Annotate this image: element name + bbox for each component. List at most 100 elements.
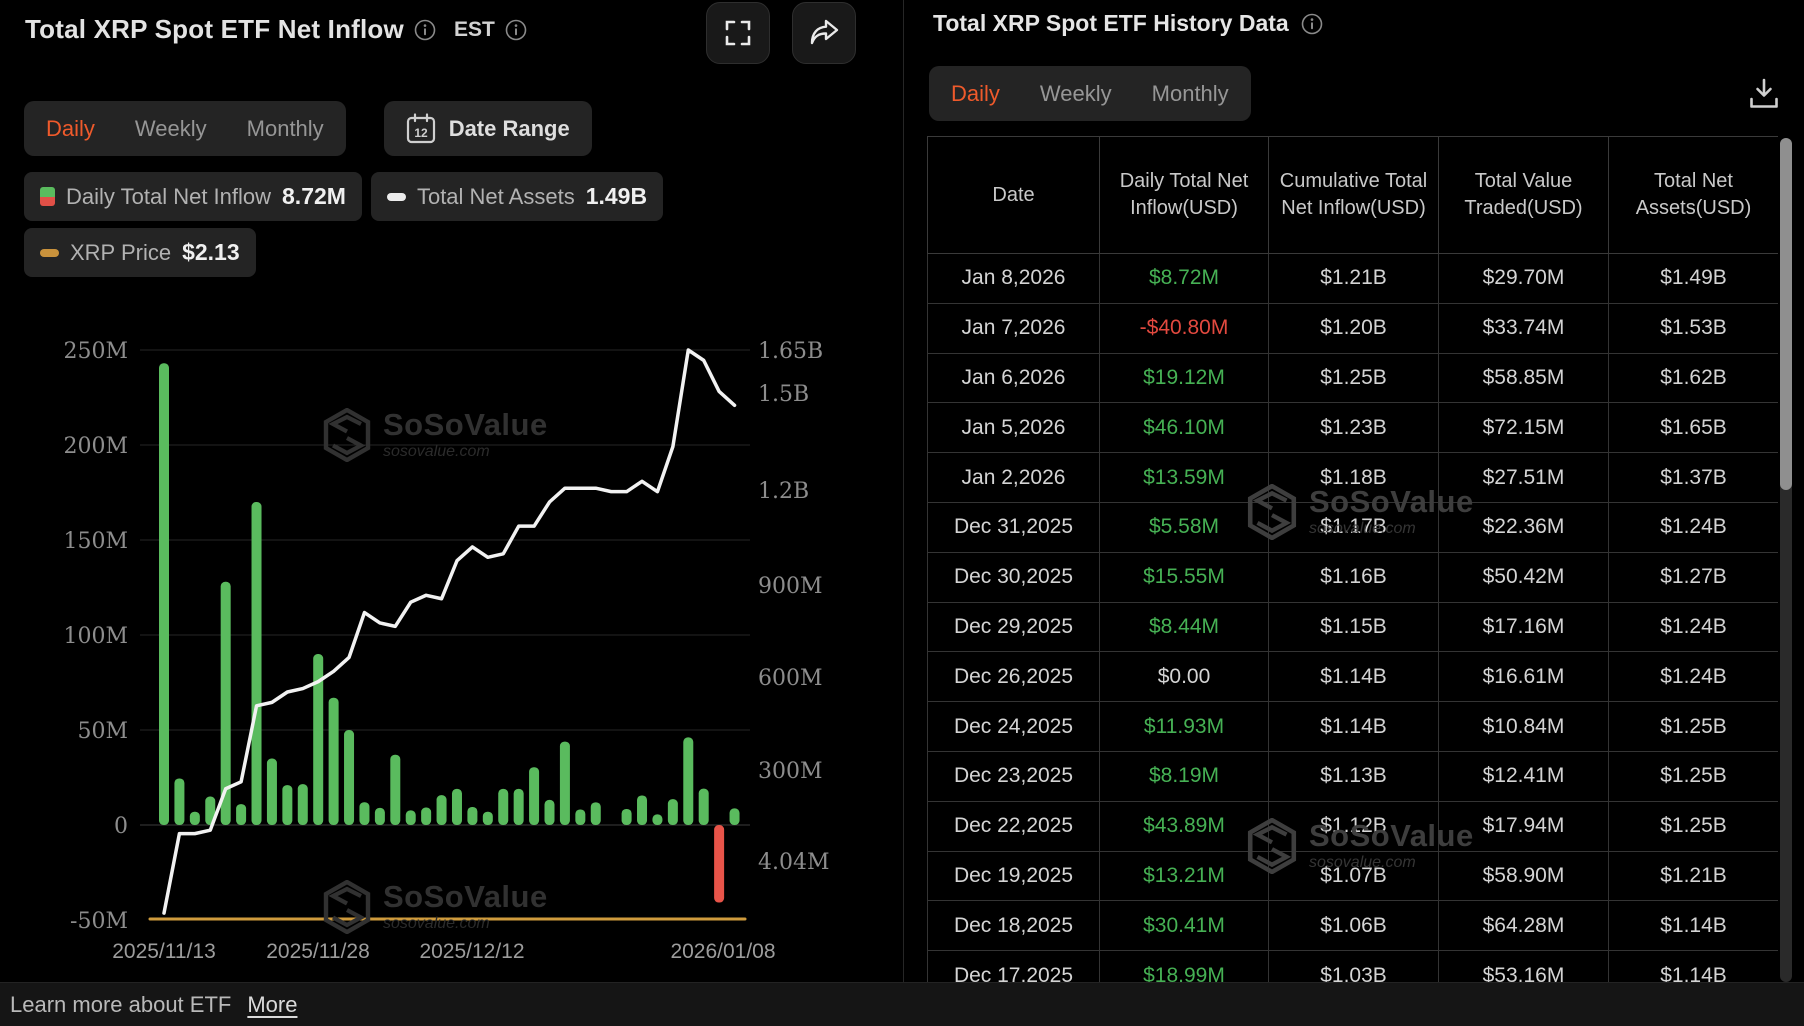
table-row: Jan 5,2026 $46.10M $1.23B $72.15M $1.65B xyxy=(927,402,1778,454)
tab-monthly[interactable]: Monthly xyxy=(246,115,324,141)
footer-more-link[interactable]: More xyxy=(247,991,298,1017)
chart-controls: Daily Weekly Monthly 12 Date Range xyxy=(24,101,592,156)
daily-inflow-cell: $13.21M xyxy=(1099,850,1269,902)
history-header: Total XRP Spot ETF History Data xyxy=(933,10,1323,37)
date-cell: Jan 5,2026 xyxy=(927,402,1100,454)
table-row: Dec 17,2025 $18.99M $1.03B $53.16M $1.14B xyxy=(927,950,1778,982)
inflow-bar xyxy=(498,788,509,825)
cumulative-cell: $1.07B xyxy=(1268,850,1439,902)
x-axis-label: 2025/11/28 xyxy=(266,940,370,963)
inflow-bar xyxy=(683,737,694,825)
table-row: Jan 6,2026 $19.12M $1.25B $58.85M $1.62B xyxy=(927,352,1778,404)
daily-inflow-cell: $46.10M xyxy=(1099,402,1269,454)
scrollbar-thumb[interactable] xyxy=(1780,138,1792,490)
fullscreen-button[interactable] xyxy=(706,2,770,64)
share-button[interactable] xyxy=(792,2,856,64)
inflow-bar xyxy=(189,811,200,825)
date-cell: Dec 23,2025 xyxy=(927,750,1100,802)
daily-inflow-cell: $8.44M xyxy=(1099,601,1269,653)
traded-cell: $29.70M xyxy=(1438,253,1609,304)
legend-label: XRP Price xyxy=(70,239,172,265)
inflow-bar xyxy=(621,808,632,825)
info-icon[interactable] xyxy=(505,19,527,41)
assets-cell: $1.25B xyxy=(1608,750,1778,802)
traded-cell: $16.61M xyxy=(1438,651,1609,703)
inflow-bar xyxy=(359,802,370,825)
y-axis-label-left: -50M xyxy=(70,909,128,934)
legend-value: 1.49B xyxy=(585,183,648,209)
date-cell: Dec 19,2025 xyxy=(927,850,1100,902)
cumulative-cell: $1.21B xyxy=(1268,253,1439,304)
date-range-button[interactable]: 12 Date Range xyxy=(383,101,592,156)
table-row: Jan 8,2026 $8.72M $1.21B $29.70M $1.49B xyxy=(927,253,1778,304)
daily-inflow-cell: $15.55M xyxy=(1099,551,1269,603)
footer-text: Learn more about ETF xyxy=(10,991,232,1017)
inflow-bar xyxy=(467,806,478,825)
history-table: Date Daily Total Net Inflow(USD) Cumulativ… xyxy=(927,136,1778,982)
legend-xrp-price[interactable]: XRP Price $2.13 xyxy=(24,228,256,277)
tab-weekly[interactable]: Weekly xyxy=(134,115,207,141)
date-cell: Jan 6,2026 xyxy=(927,352,1100,404)
cumulative-cell: $1.13B xyxy=(1268,750,1439,802)
traded-cell: $17.94M xyxy=(1438,800,1609,852)
inflow-bar xyxy=(390,754,401,825)
legend-label: Total Net Assets xyxy=(416,183,575,209)
inflow-bar xyxy=(482,811,493,825)
inflow-chart[interactable]: 250M 200M 150M 100M 50M 0 -50M 1.65B 1.5B 1.2B 900… xyxy=(0,300,903,982)
assets-cell: $1.27B xyxy=(1608,551,1778,603)
traded-cell: $12.41M xyxy=(1438,750,1609,802)
date-cell: Dec 17,2025 xyxy=(927,950,1100,982)
traded-cell: $27.51M xyxy=(1438,452,1609,503)
assets-line-icon xyxy=(386,192,406,201)
assets-cell: $1.65B xyxy=(1608,402,1778,454)
inflow-bar xyxy=(544,799,555,825)
cumulative-cell: $1.03B xyxy=(1268,950,1439,982)
table-row: Dec 19,2025 $13.21M $1.07B $58.90M $1.21B xyxy=(927,850,1778,902)
history-title: Total XRP Spot ETF History Data xyxy=(933,10,1289,36)
download-button[interactable] xyxy=(1747,76,1781,112)
column-header: Cumulative Total Net Inflow(USD) xyxy=(1268,136,1439,254)
tab-daily[interactable]: Daily xyxy=(46,115,95,141)
info-icon[interactable] xyxy=(1301,13,1323,35)
daily-inflow-cell: $43.89M xyxy=(1099,800,1269,852)
assets-cell: $1.62B xyxy=(1608,352,1778,404)
assets-cell: $1.24B xyxy=(1608,601,1778,653)
inflow-bar xyxy=(698,788,709,825)
inflow-bar xyxy=(251,502,262,825)
tab-daily[interactable]: Daily xyxy=(951,80,1000,106)
daily-inflow-cell: $11.93M xyxy=(1099,701,1269,752)
legend-total-net-assets[interactable]: Total Net Assets 1.49B xyxy=(370,172,664,221)
assets-line xyxy=(162,348,737,915)
history-data-panel: Total XRP Spot ETF History Data Daily We… xyxy=(903,0,1804,1026)
inflow-bar xyxy=(729,808,740,825)
inflow-bar xyxy=(575,809,586,825)
date-cell: Dec 26,2025 xyxy=(927,651,1100,703)
y-axis-label-left: 150M xyxy=(63,529,128,554)
traded-cell: $64.28M xyxy=(1438,900,1609,952)
inflow-bar xyxy=(421,807,432,825)
tab-monthly[interactable]: Monthly xyxy=(1151,80,1229,106)
x-axis-label: 2025/12/12 xyxy=(419,940,524,963)
assets-cell: $1.14B xyxy=(1608,950,1778,982)
legend-daily-net-inflow[interactable]: Daily Total Net Inflow 8.72M xyxy=(24,172,362,221)
history-table-body: Jan 8,2026 $8.72M $1.21B $29.70M $1.49B Jan 7… xyxy=(927,253,1778,982)
column-header: Total Net Assets(USD) xyxy=(1608,136,1778,254)
inflow-bar xyxy=(637,795,648,825)
cumulative-cell: $1.06B xyxy=(1268,900,1439,952)
traded-cell: $33.74M xyxy=(1438,302,1609,354)
info-icon[interactable] xyxy=(414,19,436,41)
net-inflow-panel: Total XRP Spot ETF Net Inflow EST Daily … xyxy=(0,2,903,982)
inflow-bar xyxy=(714,825,725,903)
table-row: Dec 18,2025 $30.41M $1.06B $64.28M $1.14B xyxy=(927,900,1778,952)
daily-inflow-cell: $0.00 xyxy=(1099,651,1269,703)
daily-inflow-cell: $8.72M xyxy=(1099,253,1269,304)
tab-weekly[interactable]: Weekly xyxy=(1039,80,1112,106)
daily-inflow-cell: $18.99M xyxy=(1099,950,1269,982)
cumulative-cell: $1.23B xyxy=(1268,402,1439,454)
table-row: Dec 26,2025 $0.00 $1.14B $16.61M $1.24B xyxy=(927,651,1778,703)
table-row: Jan 2,2026 $13.59M $1.18B $27.51M $1.37B xyxy=(927,452,1778,503)
table-row: Dec 31,2025 $5.58M $1.17B $22.36M $1.24B xyxy=(927,501,1778,553)
inflow-bar xyxy=(174,778,185,825)
date-cell: Jan 8,2026 xyxy=(927,253,1100,304)
inflow-bar xyxy=(513,788,524,825)
